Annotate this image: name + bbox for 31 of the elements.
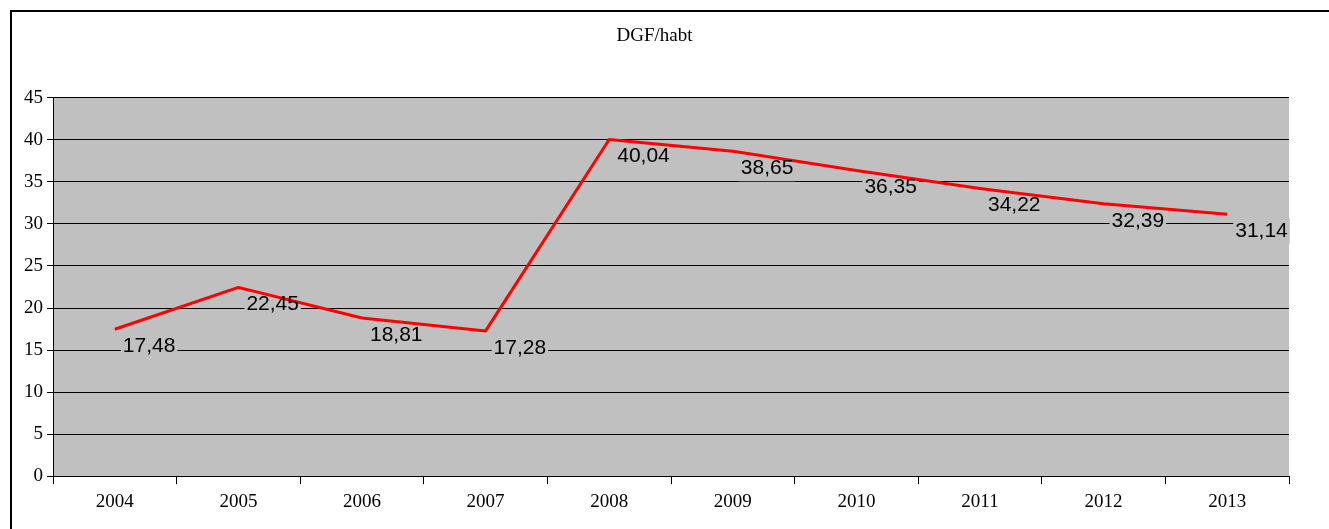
data-label: 17,48 <box>122 333 176 357</box>
y-tick-label: 10 <box>24 380 43 402</box>
x-tick-label: 2005 <box>219 489 258 511</box>
x-tick-label: 2008 <box>590 489 629 511</box>
data-label: 32,39 <box>1111 207 1165 231</box>
y-tick-label: 20 <box>24 296 43 318</box>
x-tick-label: 2004 <box>95 489 135 511</box>
data-label: 18,81 <box>370 321 423 345</box>
y-tick-label: 5 <box>33 422 43 444</box>
data-label: 22,45 <box>246 291 299 315</box>
chart-title: DGF/habt <box>616 24 694 46</box>
y-tick-label: 0 <box>33 464 43 486</box>
data-label: 34,22 <box>988 192 1041 216</box>
y-tick-label: 30 <box>24 211 43 233</box>
data-label: 17,28 <box>493 334 547 358</box>
x-tick-label: 2011 <box>961 489 999 511</box>
y-tick-label: 45 <box>24 85 43 107</box>
data-label: 31,14 <box>1235 218 1289 242</box>
x-tick-label: 2010 <box>837 489 876 511</box>
data-label: 38,65 <box>740 154 794 178</box>
data-label: 36,35 <box>864 174 917 198</box>
y-tick-label: 15 <box>24 338 43 360</box>
x-tick-label: 2009 <box>713 489 752 511</box>
data-label: 40,04 <box>617 143 671 167</box>
y-tick-label: 25 <box>24 253 43 275</box>
x-tick-label: 2013 <box>1208 489 1247 511</box>
x-tick-label: 2006 <box>343 489 381 511</box>
x-tick-label: 2007 <box>466 489 505 511</box>
x-tick-label: 2012 <box>1084 489 1123 511</box>
y-tick-label: 35 <box>24 169 43 191</box>
y-tick-label: 40 <box>24 127 43 149</box>
